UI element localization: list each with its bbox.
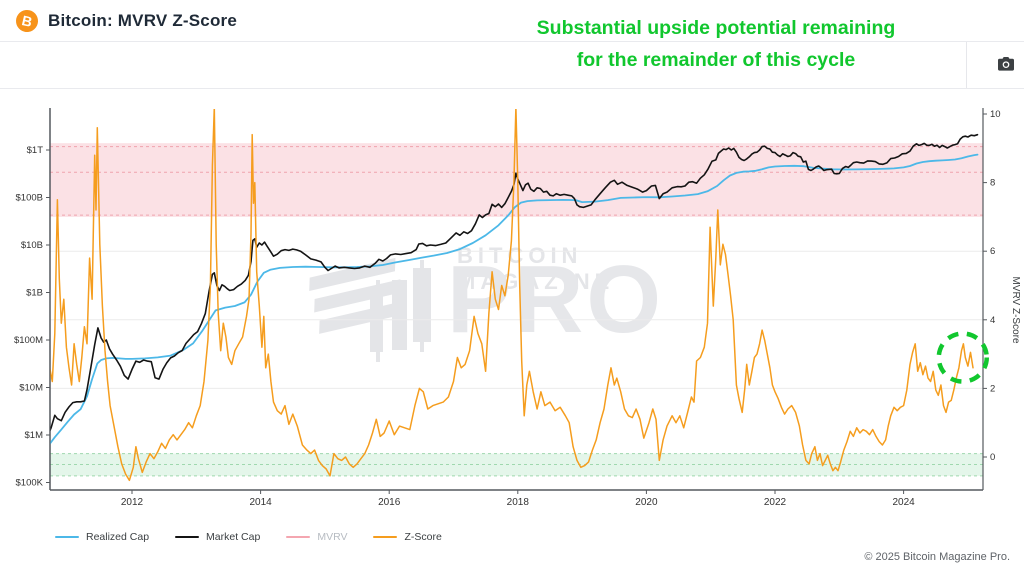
toolbar-divider (966, 42, 967, 88)
chart-legend: Realized Cap Market Cap MVRV Z-Score (55, 531, 442, 543)
header: B Bitcoin: MVRV Z-Score (0, 0, 1024, 42)
svg-text:10: 10 (990, 109, 1001, 120)
series-market-cap (50, 133, 979, 432)
svg-text:2022: 2022 (764, 497, 787, 508)
camera-icon (998, 56, 1014, 74)
left-axis: $1T $100B $10B $1B $100M $10M $1M $100K (14, 145, 50, 489)
svg-text:2024: 2024 (892, 497, 915, 508)
bitcoin-magazine-pro-logo-icon (306, 257, 456, 365)
series-realized-cap (50, 153, 979, 445)
watermark-pro-text: PRO (447, 246, 665, 353)
right-axis-title: MVRV Z-Score (1010, 276, 1021, 343)
svg-text:$10M: $10M (19, 383, 43, 394)
x-axis: 2012 2014 2016 2018 2020 2022 2024 (121, 490, 915, 508)
svg-text:2012: 2012 (121, 497, 144, 508)
svg-text:6: 6 (990, 246, 995, 257)
annotation-line1: Substantial upside potential remaining (536, 17, 896, 39)
svg-text:0: 0 (990, 452, 995, 463)
svg-text:$100B: $100B (16, 193, 43, 204)
band-mvrv-bottom-zone (50, 453, 983, 477)
svg-text:$100M: $100M (14, 335, 43, 346)
svg-text:$10B: $10B (21, 240, 43, 251)
toolbar (0, 42, 1024, 89)
svg-text:2014: 2014 (249, 497, 272, 508)
annotation-headline: Substantial upside potential remaining f… (470, 12, 962, 76)
svg-text:4: 4 (990, 315, 995, 326)
legend-line-sample (55, 535, 79, 539)
svg-text:$100K: $100K (16, 478, 44, 489)
legend-item-market-cap[interactable]: Market Cap (175, 531, 260, 543)
screenshot-button[interactable] (994, 54, 1018, 76)
watermark-text: BITCOIN MAGAZINE (457, 243, 615, 294)
highlight-circle (936, 331, 990, 384)
svg-text:2020: 2020 (635, 497, 658, 508)
svg-text:2016: 2016 (378, 497, 401, 508)
legend-item-mvrv[interactable]: MVRV (286, 531, 347, 543)
svg-text:2: 2 (990, 383, 995, 394)
series-z-score (50, 109, 974, 482)
page-title: Bitcoin: MVRV Z-Score (48, 10, 238, 30)
legend-label: MVRV (317, 531, 348, 543)
svg-text:8: 8 (990, 178, 995, 189)
legend-item-realized-cap[interactable]: Realized Cap (55, 531, 149, 543)
svg-text:$1M: $1M (25, 430, 44, 441)
annotation-line2: for the remainder of this cycle (576, 49, 856, 71)
legend-line-sample (175, 535, 200, 539)
legend-line-sample (373, 535, 398, 539)
copyright-text: © 2025 Bitcoin Magazine Pro. (864, 551, 1010, 563)
legend-item-z-score[interactable]: Z-Score (373, 531, 442, 543)
axes (49, 108, 984, 491)
svg-text:$1T: $1T (27, 145, 44, 156)
legend-label: Realized Cap (86, 531, 150, 543)
legend-label: Z-Score (404, 531, 442, 543)
bitcoin-icon: B (13, 7, 41, 34)
svg-text:$1B: $1B (26, 288, 43, 299)
legend-label: Market Cap (206, 531, 261, 543)
right-axis: 0 2 4 6 8 10 (983, 109, 1001, 463)
legend-line-sample (286, 535, 311, 539)
svg-text:2018: 2018 (507, 497, 530, 508)
